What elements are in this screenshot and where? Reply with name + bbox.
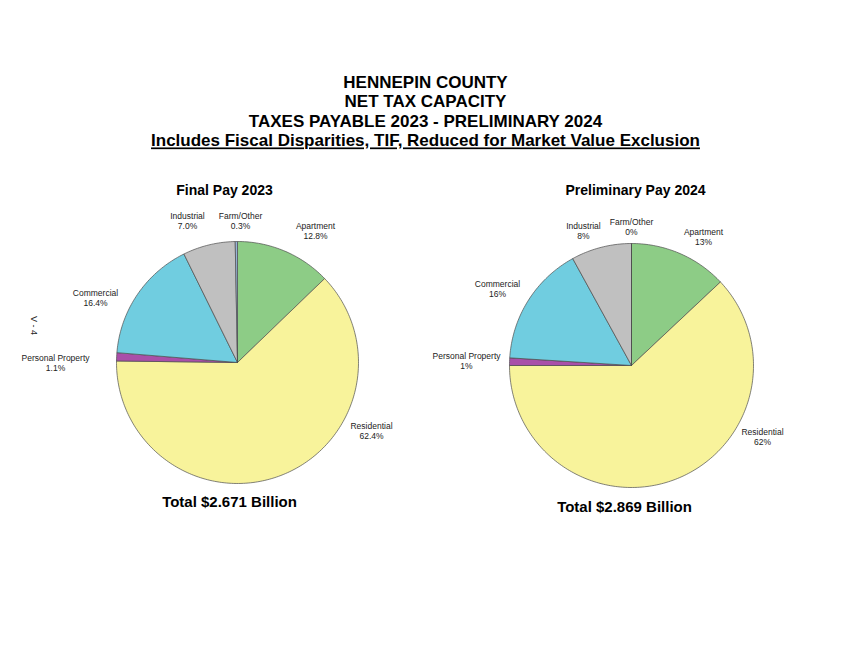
svg-text:HENNEPIN COUNTY: HENNEPIN COUNTY: [343, 73, 508, 92]
svg-text:Apartment13%: Apartment13%: [684, 227, 724, 247]
svg-text:Total $2.869 Billion: Total $2.869 Billion: [557, 498, 692, 515]
svg-text:TAXES PAYABLE 2023 - PRELIMINA: TAXES PAYABLE 2023 - PRELIMINARY 2024: [249, 112, 603, 131]
svg-text:Apartment12.8%: Apartment12.8%: [296, 221, 336, 241]
svg-text:NET TAX CAPACITY: NET TAX CAPACITY: [345, 92, 507, 111]
svg-text:Industrial8%: Industrial8%: [566, 221, 601, 241]
svg-text:Residential62%: Residential62%: [741, 427, 783, 447]
svg-text:V - 4: V - 4: [29, 316, 39, 335]
svg-text:Personal Property1%: Personal Property1%: [432, 351, 501, 371]
svg-text:Commercial16%: Commercial16%: [475, 279, 520, 299]
svg-text:Farm/Other0%: Farm/Other0%: [610, 217, 654, 237]
svg-text:Includes Fiscal Disparities, T: Includes Fiscal Disparities, TIF, Reduce…: [151, 131, 700, 150]
svg-text:Personal Property1.1%: Personal Property1.1%: [21, 353, 90, 373]
svg-text:Industrial7.0%: Industrial7.0%: [170, 211, 205, 231]
svg-text:Final Pay 2023: Final Pay 2023: [176, 182, 273, 198]
svg-text:Preliminary Pay 2024: Preliminary Pay 2024: [565, 182, 705, 198]
svg-text:Commercial16.4%: Commercial16.4%: [73, 288, 118, 308]
svg-text:Farm/Other0.3%: Farm/Other0.3%: [219, 211, 263, 231]
svg-text:Residential62.4%: Residential62.4%: [350, 421, 392, 441]
svg-text:Total $2.671 Billion: Total $2.671 Billion: [162, 493, 297, 510]
